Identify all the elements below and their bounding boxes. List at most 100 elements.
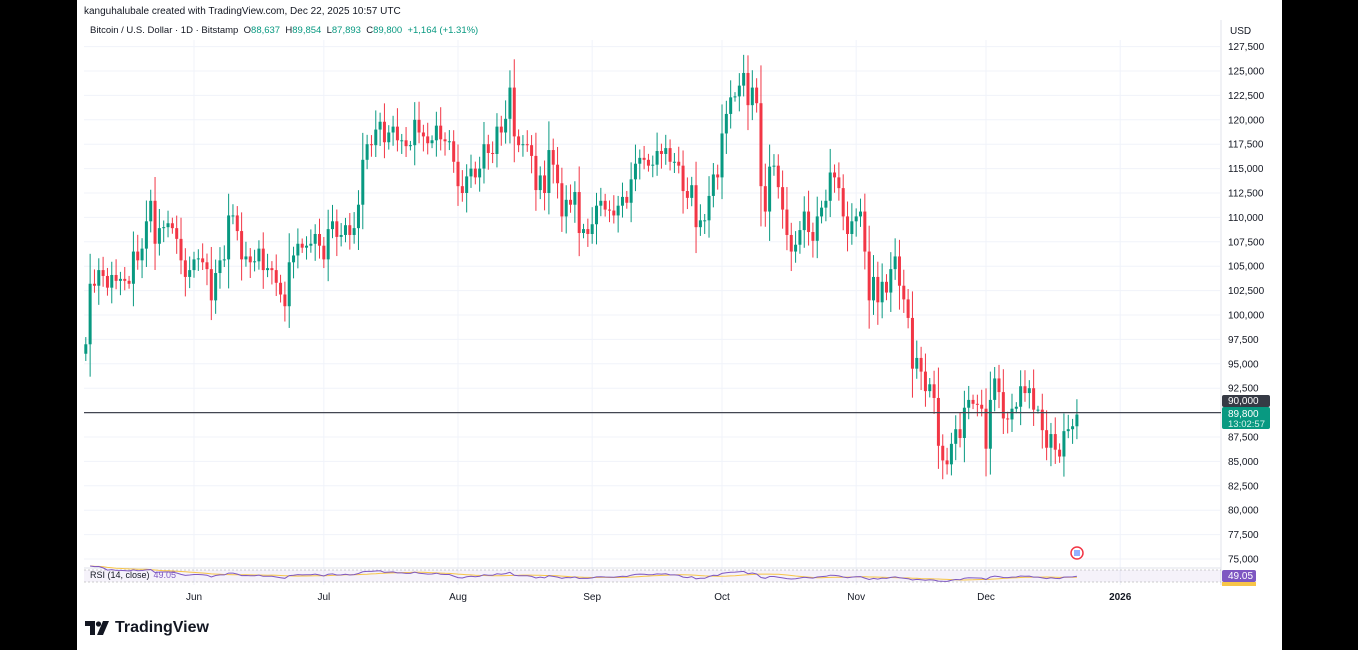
- candle-body: [711, 174, 715, 196]
- open-label: O: [243, 25, 252, 36]
- candle-body: [547, 150, 551, 193]
- candle-body: [599, 200, 603, 206]
- candle-body: [525, 144, 529, 146]
- candle-body: [318, 233, 322, 246]
- candle-body: [975, 403, 979, 405]
- candle-body: [988, 399, 992, 449]
- y-tick-label: 82,500: [1228, 481, 1259, 492]
- candle-body: [339, 234, 343, 237]
- candle-body: [162, 227, 166, 229]
- candle-body: [573, 192, 577, 205]
- candle-body: [270, 268, 274, 271]
- candle-body: [582, 229, 586, 234]
- candle-body: [789, 234, 793, 252]
- candle-body: [811, 232, 815, 241]
- candle-body: [460, 186, 464, 193]
- candle-body: [395, 126, 399, 141]
- rsi-ma-line: [90, 565, 1077, 581]
- horizontal-line-label-box: [1222, 395, 1270, 407]
- y-tick-label: 100,000: [1228, 311, 1265, 322]
- candle-body: [387, 132, 391, 143]
- candle-body: [465, 176, 469, 193]
- candle-body: [859, 211, 863, 217]
- candle-body: [681, 165, 685, 192]
- candle-body: [1053, 434, 1057, 450]
- candle-body: [88, 283, 92, 345]
- candle-body: [253, 261, 257, 263]
- candle-body: [486, 144, 490, 153]
- candle-body: [495, 126, 499, 154]
- candle-body: [655, 151, 659, 165]
- credit-text: kanguhalubale created with TradingView.c…: [84, 6, 401, 17]
- candle-body: [685, 191, 689, 198]
- candle-body: [889, 269, 893, 293]
- candle-body: [651, 164, 655, 166]
- candle-body: [932, 384, 936, 398]
- candle-body: [179, 238, 183, 261]
- candle-body: [897, 256, 901, 286]
- candle-body: [833, 172, 837, 178]
- change-value: +1,164 (+1.31%): [407, 25, 479, 36]
- candle-body: [248, 256, 252, 263]
- candle-body: [257, 248, 261, 262]
- candle-body: [664, 148, 668, 154]
- candle-body: [417, 119, 421, 133]
- candle-body: [153, 200, 157, 244]
- candle-body: [240, 231, 244, 260]
- candle-body: [1010, 408, 1014, 420]
- candle-body: [759, 103, 763, 187]
- last-price-label: 89,800: [1228, 409, 1259, 420]
- candle-body: [668, 148, 672, 162]
- candle-body: [205, 262, 209, 270]
- y-tick-label: 85,000: [1228, 457, 1259, 468]
- candle-body: [746, 72, 750, 106]
- x-tick-label: Dec: [977, 592, 995, 603]
- candle-body: [105, 275, 109, 288]
- candle-body: [214, 273, 218, 301]
- candle-body: [283, 294, 287, 307]
- high-value: 89,854: [292, 25, 322, 36]
- candle-body: [915, 357, 919, 369]
- candle-body: [971, 399, 975, 404]
- candle-body: [556, 164, 560, 184]
- candle-body: [620, 196, 624, 206]
- high-label: H: [285, 25, 293, 36]
- candle-body: [1075, 414, 1079, 427]
- candle-body: [638, 157, 642, 164]
- candle-body: [1032, 388, 1036, 410]
- symbol-name: Bitcoin / U.S. Dollar · 1D · Bitstamp: [90, 25, 239, 36]
- candle-body: [92, 283, 96, 286]
- candle-body: [101, 270, 105, 276]
- candle-body: [300, 243, 304, 248]
- candle-body: [768, 166, 772, 212]
- candle-body: [776, 165, 780, 188]
- x-tick-label: Sep: [583, 592, 601, 603]
- candle-body: [798, 230, 802, 245]
- candle-body: [703, 220, 707, 222]
- candle-body: [534, 155, 538, 191]
- candle-body: [880, 281, 884, 303]
- candle-body: [1071, 426, 1075, 430]
- x-tick-label: 2026: [1109, 592, 1132, 603]
- candle-body: [967, 399, 971, 408]
- candle-body: [235, 215, 239, 232]
- candle-body: [1001, 392, 1005, 419]
- candle-body: [421, 132, 425, 137]
- candle-body: [352, 228, 356, 235]
- candle-body: [828, 172, 832, 201]
- candle-body: [374, 129, 378, 146]
- candle-body: [244, 256, 248, 260]
- candle-body: [820, 207, 824, 217]
- candle-body: [936, 397, 940, 446]
- candle-body: [923, 371, 927, 392]
- candle-body: [893, 256, 897, 270]
- candle-body: [980, 404, 984, 409]
- candle-body: [1006, 418, 1010, 420]
- candle-body: [802, 211, 806, 231]
- candle-body: [569, 199, 573, 205]
- candle-body: [742, 72, 746, 86]
- candle-body: [512, 87, 516, 137]
- candle-body: [305, 245, 309, 248]
- candle-body: [551, 150, 555, 165]
